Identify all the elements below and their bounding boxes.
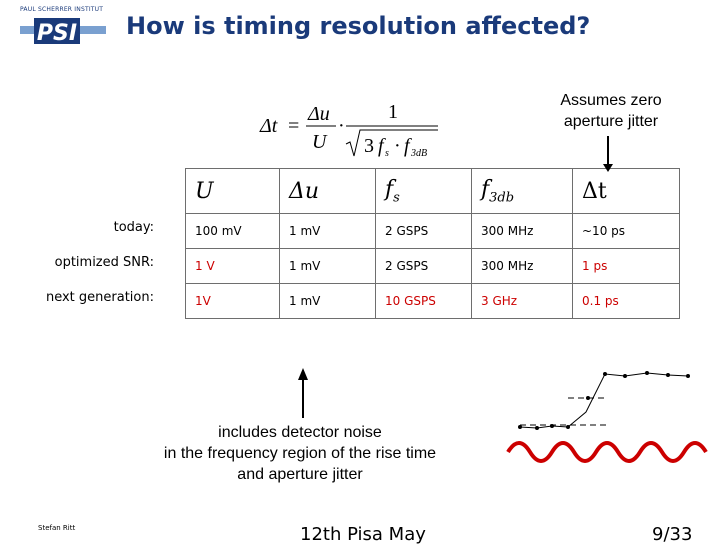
footer-event: 12th Pisa May (300, 524, 426, 545)
up-arrow-head-icon (298, 368, 308, 380)
formula-fs: f (378, 135, 386, 157)
row-label-optimized: optimized SNR: (54, 255, 154, 270)
formula-den1: U (312, 131, 328, 153)
psi-logo: PAUL SCHERRER INSTITUT PSI (20, 6, 106, 46)
formula-f3db: f (404, 135, 412, 157)
aperture-jitter-callout: Assumes zero aperture jitter (546, 90, 676, 132)
formula-f3db-sub: 3dB (410, 148, 427, 159)
timing-formula: Δt = Δu U · 1 3 f s · f 3dB (259, 101, 438, 159)
header-delta-t: Δt (572, 168, 680, 214)
formula-lhs: Δt (259, 115, 278, 137)
note-line-3: and aperture jitter (237, 466, 363, 483)
footer-author: Stefan Ritt (38, 524, 76, 532)
cell: 2 GSPS (375, 213, 472, 249)
formula-fs-sub: s (385, 148, 389, 159)
note-line-1: includes detector noise (218, 424, 382, 441)
noise-wave-icon (506, 441, 708, 463)
detector-noise-note: includes detector noise in the frequency… (140, 422, 460, 485)
page-title: How is timing resolution affected? (126, 12, 591, 40)
callout-line-2: aperture jitter (563, 113, 659, 130)
cell: 1V (185, 283, 280, 319)
table-row: 1V 1 mV 10 GSPS 3 GHz 0.1 ps (185, 283, 680, 319)
header-delta-u: Δu (279, 168, 376, 214)
callout-line-1: Assumes zero (560, 92, 662, 109)
header-f3db: f3db (471, 168, 573, 214)
psi-logo-mark: PSI (20, 18, 106, 46)
table-row: 100 mV 1 mV 2 GSPS 300 MHz ~10 ps (185, 213, 680, 249)
down-arrow-head-icon (603, 164, 613, 172)
cell: 0.1 ps (572, 283, 680, 319)
cell: 1 ps (572, 248, 680, 284)
cell: 300 MHz (471, 213, 573, 249)
logo-institute-name: PAUL SCHERRER INSTITUT (20, 6, 104, 13)
formula-num2: 1 (388, 101, 398, 123)
formula-sqrt (345, 129, 438, 157)
row-label-next: next generation: (45, 290, 154, 305)
note-line-2: in the frequency region of the rise time (163, 445, 437, 462)
formula-equals: = (288, 115, 299, 137)
formula-dot: · (338, 115, 345, 137)
table-row: 1 V 1 mV 2 GSPS 300 MHz 1 ps (185, 248, 680, 284)
parameter-table: U Δu fs f3db Δt 100 mV 1 mV 2 GSPS 300 M… (185, 168, 680, 319)
header-fs: fs (375, 168, 472, 214)
table-header-row: U Δu fs f3db Δt (185, 168, 680, 214)
formula-dot2: · (394, 135, 401, 157)
cell: 300 MHz (471, 248, 573, 284)
formula-sqrt-three: 3 (364, 135, 374, 157)
logo-letters: PSI (37, 21, 77, 46)
cell: ~10 ps (572, 213, 680, 249)
sampled-edge-illustration (518, 371, 690, 430)
footer-page-number: 9/33 (652, 524, 693, 545)
cell: 3 GHz (471, 283, 573, 319)
cell: 2 GSPS (375, 248, 472, 284)
formula-num1: Δu (307, 103, 330, 125)
cell: 100 mV (185, 213, 280, 249)
cell: 1 mV (279, 283, 376, 319)
row-label-today: today: (113, 220, 154, 235)
